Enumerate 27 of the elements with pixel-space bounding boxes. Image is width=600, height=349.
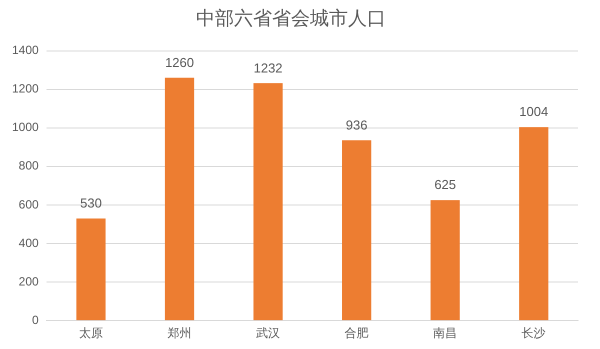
bar xyxy=(253,83,283,320)
bar xyxy=(76,218,106,320)
data-label: 936 xyxy=(346,117,368,132)
y-tick-label: 0 xyxy=(32,312,40,327)
y-tick-label: 200 xyxy=(18,274,40,288)
x-tick-label: 长沙 xyxy=(522,326,546,340)
y-tick-label: 1200 xyxy=(12,82,40,96)
data-label: 1260 xyxy=(165,54,194,70)
x-tick-label: 武汉 xyxy=(256,326,280,340)
x-tick-label: 郑州 xyxy=(168,326,192,340)
y-tick-label: 1000 xyxy=(12,120,40,134)
bar xyxy=(342,140,372,320)
bar xyxy=(430,200,460,320)
data-label: 625 xyxy=(434,177,456,192)
bar xyxy=(164,78,194,320)
bar xyxy=(519,127,548,320)
y-tick-label: 800 xyxy=(18,158,40,173)
y-tick-label: 1400 xyxy=(12,43,40,58)
x-tick-label: 太原 xyxy=(78,326,103,340)
y-tick-label: 600 xyxy=(18,197,40,212)
data-label: 1004 xyxy=(519,104,548,120)
y-tick-label: 400 xyxy=(18,236,40,250)
data-label: 530 xyxy=(80,196,102,211)
data-label: 1232 xyxy=(254,60,283,76)
chart-title: 中部六省省会城市人口 xyxy=(196,8,386,30)
x-tick-label: 合肥 xyxy=(344,326,369,340)
x-tick-label: 南昌 xyxy=(433,326,458,340)
